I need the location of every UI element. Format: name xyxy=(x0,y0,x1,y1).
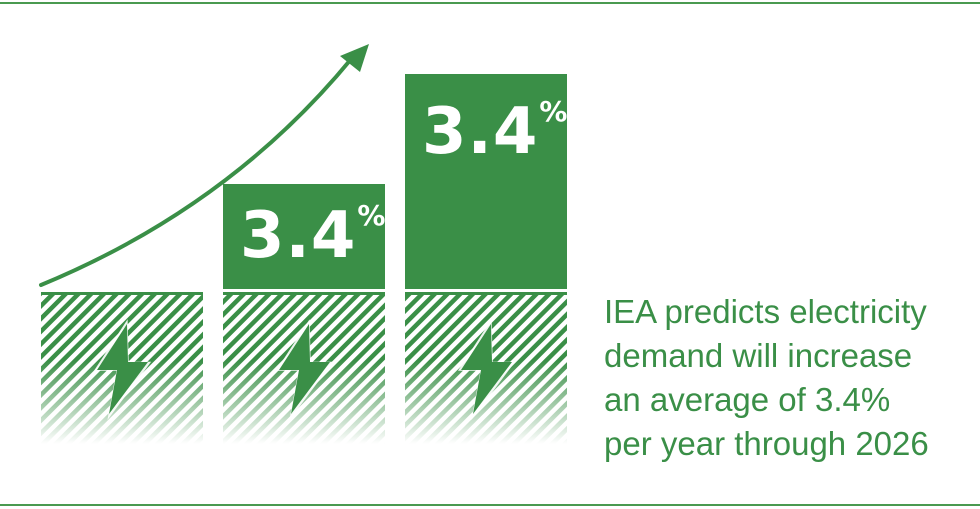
lightning-bolt-icon xyxy=(458,319,516,420)
bar-2-value: 3.4 xyxy=(240,199,357,273)
bottom-rule xyxy=(0,504,980,506)
caption-text: IEA predicts electricity demand will inc… xyxy=(604,290,964,466)
bar-3-value: 3.4 xyxy=(422,95,539,169)
bar-3-value-label: 3.4% xyxy=(422,98,568,165)
caption-line-4: per year through 2026 xyxy=(604,425,929,462)
growth-bar-2 xyxy=(223,184,385,289)
caption-line-1: IEA predicts electricity xyxy=(604,293,927,330)
bar-3-unit: % xyxy=(539,95,569,128)
caption-line-3: an average of 3.4% xyxy=(604,381,891,418)
lightning-bolt-icon xyxy=(94,319,152,420)
lightning-bolt-icon xyxy=(276,319,334,420)
top-rule xyxy=(0,2,980,4)
caption-line-2: demand will increase xyxy=(604,337,913,374)
growth-bar-3 xyxy=(405,74,567,289)
bar-2-unit: % xyxy=(357,199,387,232)
trend-arrow-icon xyxy=(39,44,369,287)
bar-2-value-label: 3.4% xyxy=(240,202,386,269)
